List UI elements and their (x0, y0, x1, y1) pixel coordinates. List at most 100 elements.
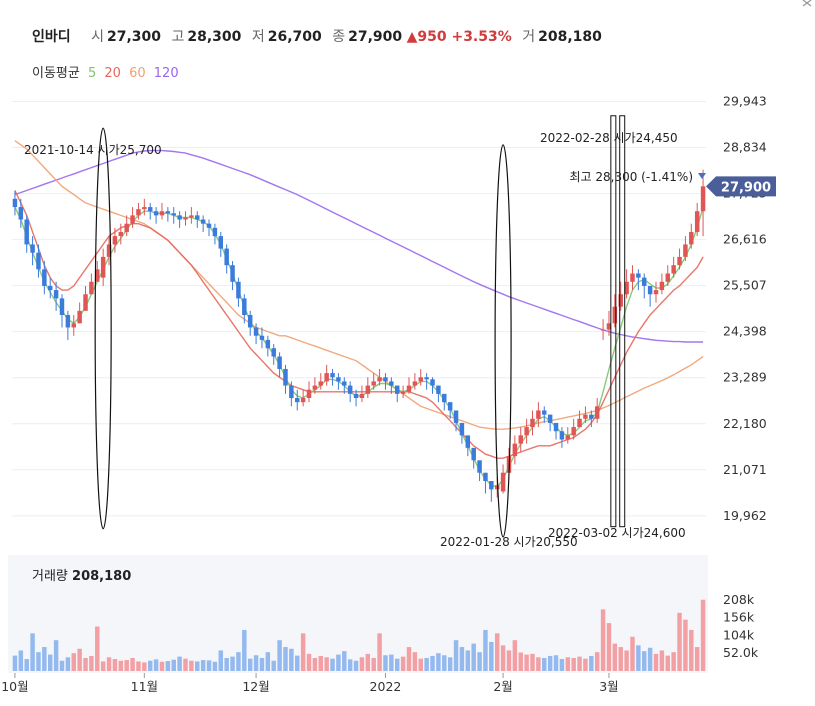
volume-bar (500, 645, 506, 671)
candle-body (353, 393, 359, 399)
volume-bar (271, 660, 276, 671)
candle-body (459, 422, 465, 436)
volume-bar (195, 661, 200, 671)
candle-body (489, 481, 494, 490)
volume-bar (206, 660, 212, 671)
candle-body (606, 323, 612, 330)
volume-bar (283, 647, 288, 671)
volume-bar (53, 640, 59, 671)
volume-bar (259, 657, 265, 671)
volume-value: 208,180 (538, 29, 602, 45)
volume-bar (36, 652, 41, 671)
volume-bar (365, 653, 371, 671)
volume-bar (389, 654, 394, 671)
candle-body (295, 398, 300, 403)
candle-body (171, 213, 176, 216)
volume-bar (189, 660, 194, 671)
candle-body (483, 472, 488, 482)
volume-title-value: 208,180 (72, 569, 132, 584)
volume-bar (106, 657, 112, 671)
candle-body (271, 348, 276, 357)
candle-body (212, 227, 218, 237)
annotation-label-2021-10-14: 2021-10-14 시가25,700 (24, 143, 162, 157)
candle-body (36, 252, 41, 270)
volume-bar (347, 659, 353, 671)
volume-bar (536, 657, 541, 671)
last-price-badge (706, 176, 776, 197)
candle-body (700, 186, 706, 212)
volume-bar (30, 633, 35, 671)
candle-body (694, 211, 700, 232)
volume-bar (442, 655, 447, 671)
volume-bar (418, 658, 423, 671)
candle-body (247, 315, 253, 328)
volume-bar (312, 657, 318, 671)
candle-body (142, 207, 147, 210)
low-label: 저 (251, 29, 265, 45)
candle-body (147, 207, 153, 212)
volume-bar (494, 633, 500, 671)
candle-body (200, 219, 206, 224)
candle-body (389, 381, 394, 386)
change-value: ▲950 +3.53% (406, 29, 512, 45)
volume-bar (42, 647, 47, 671)
candle-body (471, 447, 476, 461)
volume-tick-label: 52.0k (723, 645, 759, 660)
ma-legend-60[interactable]: 60 (129, 66, 146, 81)
volume-bar (165, 661, 171, 671)
candle-body (130, 215, 135, 224)
ma-line-5 (14, 206, 704, 489)
candle-body (89, 281, 94, 295)
ma-legend-5[interactable]: 5 (87, 66, 97, 81)
volume-bar (100, 661, 106, 671)
volume-bar (24, 659, 29, 671)
volume-bar (630, 636, 635, 671)
candle-body (553, 422, 559, 432)
volume-bar (18, 650, 24, 671)
ma-legend-20[interactable]: 20 (104, 66, 121, 81)
candle-body (612, 306, 618, 324)
candle-body (477, 460, 482, 473)
candle-body (253, 327, 259, 336)
candle-body (583, 414, 588, 419)
candle-body (371, 381, 376, 386)
volume-bar (224, 657, 229, 671)
volume-bar (136, 661, 141, 671)
volume-bar (453, 640, 459, 671)
candle-body (524, 427, 529, 436)
y-tick-label: 19,962 (723, 508, 767, 523)
volume-bar (512, 640, 518, 671)
volume-bar (612, 643, 618, 671)
volume-bar (306, 653, 312, 671)
ma-legend-120[interactable]: 120 (153, 66, 179, 81)
volume-bar (342, 651, 347, 671)
candle-body (447, 402, 453, 411)
ma-line-60 (14, 140, 704, 430)
candle-body (536, 410, 541, 419)
candle-body (124, 223, 129, 232)
candle-body (289, 385, 294, 399)
volume-bar (118, 660, 124, 671)
candle-body (83, 294, 88, 311)
volume-bar (659, 650, 665, 671)
volume-bar (95, 626, 100, 671)
candle-body (424, 377, 429, 380)
candle-body (542, 410, 547, 415)
volume-bar (583, 658, 588, 671)
low-value: 26,700 (267, 29, 322, 45)
volume-bar (700, 599, 706, 671)
volume-bar (594, 652, 600, 671)
volume-bar (524, 654, 529, 671)
annotation-label-2022-03-02: 2022-03-02 시가24,600 (548, 526, 686, 540)
candle-body (559, 431, 565, 440)
volume-title: 거래량 208,180 (32, 565, 131, 584)
volume-bar (377, 633, 382, 671)
y-tick-label: 23,289 (723, 370, 767, 385)
high-marker-arrow-icon (698, 173, 706, 179)
candle-body (236, 281, 241, 299)
candle-body (406, 385, 412, 392)
candle-body (100, 256, 106, 278)
x-tick-label: 10월 (1, 679, 28, 694)
volume-bar (300, 633, 306, 671)
